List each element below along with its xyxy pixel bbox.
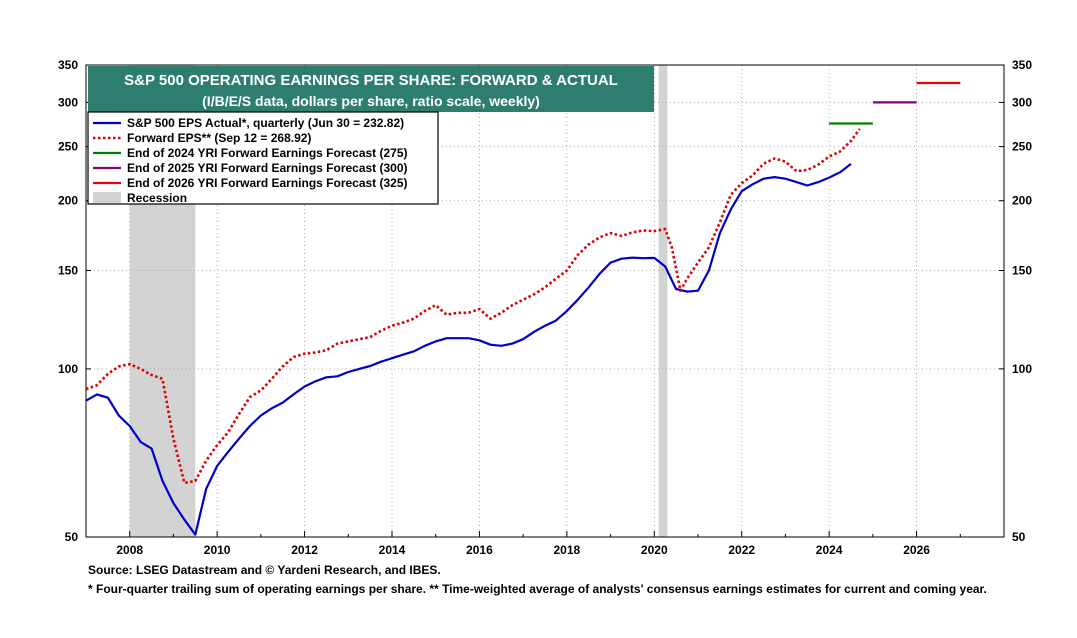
y-tick-label-left: 300 <box>58 95 78 109</box>
y-tick-label-left: 350 <box>58 58 78 72</box>
x-tick-label: 2024 <box>816 543 843 557</box>
x-tick-label: 2026 <box>903 543 930 557</box>
chart-subtitle: (I/B/E/S data, dollars per share, ratio … <box>202 93 540 109</box>
legend: S&P 500 EPS Actual*, quarterly (Jun 30 =… <box>87 111 439 205</box>
x-tick-label: 2018 <box>554 543 581 557</box>
y-tick-label-right: 350 <box>1012 58 1032 72</box>
title-background <box>88 66 654 112</box>
x-tick-label: 2012 <box>291 543 318 557</box>
forward-eps-line <box>85 128 861 485</box>
series-lines <box>85 81 961 536</box>
source-note: Source: LSEG Datastream and © Yardeni Re… <box>88 563 441 577</box>
x-tick-label: 2016 <box>466 543 493 557</box>
chart-title: S&P 500 OPERATING EARNINGS PER SHARE: FO… <box>124 72 618 89</box>
legend-label: S&P 500 EPS Actual*, quarterly (Jun 30 =… <box>127 116 404 130</box>
y-tick-label-left: 200 <box>58 194 78 208</box>
legend-label: End of 2025 YRI Forward Earnings Forecas… <box>127 161 408 175</box>
legend-label: Recession <box>127 191 187 205</box>
axis-ticks: 50 50 100 100 150 150 200 200 250 250 300 300 350 350… <box>58 58 1032 557</box>
plot-frame <box>85 64 1005 538</box>
y-tick-label-left: 100 <box>58 362 78 376</box>
x-tick-label: 2010 <box>204 543 231 557</box>
x-tick-label: 2020 <box>641 543 668 557</box>
y-tick-label-right: 300 <box>1012 95 1032 109</box>
y-tick-label-left: 250 <box>58 140 78 154</box>
x-tick-label: 2014 <box>379 543 406 557</box>
title-box: S&P 500 OPERATING EARNINGS PER SHARE: FO… <box>88 66 654 112</box>
y-tick-label-right: 50 <box>1012 530 1026 544</box>
y-tick-label-left: 150 <box>58 264 78 278</box>
footnote: * Four-quarter trailing sum of operating… <box>88 582 987 596</box>
x-tick-label: 2008 <box>116 543 143 557</box>
y-tick-label-right: 250 <box>1012 140 1032 154</box>
legend-swatch-recession <box>93 192 121 203</box>
legend-label: Forward EPS** (Sep 12 = 268.92) <box>127 131 311 145</box>
x-tick-label: 2022 <box>728 543 755 557</box>
y-tick-label-left: 50 <box>65 530 79 544</box>
y-tick-label-right: 100 <box>1012 362 1032 376</box>
actual-eps-line <box>85 163 852 536</box>
y-tick-label-right: 200 <box>1012 194 1032 208</box>
legend-box <box>87 111 439 205</box>
y-tick-label-right: 150 <box>1012 264 1032 278</box>
legend-label: End of 2026 YRI Forward Earnings Forecas… <box>127 176 408 190</box>
recession-band <box>658 65 668 537</box>
legend-label: End of 2024 YRI Forward Earnings Forecas… <box>127 146 408 160</box>
